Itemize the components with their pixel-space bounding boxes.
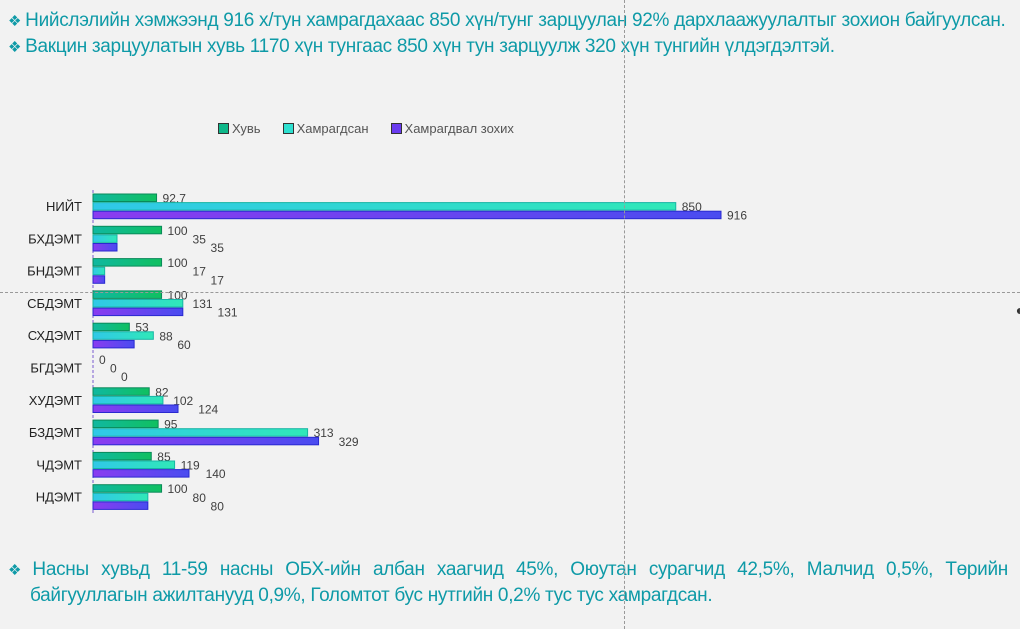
data-label: 92.7 (163, 192, 187, 206)
data-label: 0 (99, 353, 106, 367)
legend-label: Хувь (232, 121, 261, 136)
bar-covered (92, 460, 176, 469)
data-label: 100 (168, 224, 188, 238)
category-label: ХУДЭМТ (29, 393, 82, 408)
data-label: 82 (155, 385, 169, 399)
bar-percent (92, 484, 163, 493)
bar-target (92, 210, 722, 220)
diamond-bullet-icon: ❖ (8, 39, 22, 56)
bar-percent (92, 387, 150, 396)
data-label: 131 (218, 306, 238, 320)
bar-target (92, 501, 149, 510)
data-label: 35 (211, 241, 225, 255)
legend-item: Хамрагдсан (282, 121, 369, 136)
bar-covered (92, 202, 677, 211)
legend-label: Хамрагдсан (296, 121, 369, 136)
legend-swatch (282, 123, 294, 134)
data-label: 850 (682, 200, 702, 214)
bar-percent (92, 193, 158, 202)
data-label: 131 (193, 297, 213, 311)
guide-line-vertical (624, 0, 625, 629)
category-label: БГДЭМТ (30, 361, 82, 376)
bar-percent (92, 322, 130, 332)
bottom-bullets: ❖ Насны хувьд 11-59 насны ОБХ-ийн албан х… (8, 557, 1008, 608)
data-label: 140 (206, 467, 226, 481)
bar-percent (92, 225, 163, 235)
legend-swatch (390, 123, 402, 134)
bullet-text: Вакцин зарцуулатын хувь 1170 хүн тунгаас… (25, 36, 835, 57)
data-label: 0 (121, 370, 128, 384)
diamond-bullet-icon: ❖ (8, 13, 22, 30)
data-label: 80 (193, 491, 207, 505)
data-label: 17 (211, 273, 225, 287)
data-label: 313 (314, 426, 334, 440)
bullet-item: ❖ Вакцин зарцуулатын хувь 1170 хүн тунгаа… (8, 34, 1008, 60)
data-label: 119 (181, 459, 200, 473)
bullet-item: ❖ Насны хувьд 11-59 насны ОБХ-ийн албан х… (8, 557, 1008, 608)
bar-percent (92, 451, 152, 461)
bar-percent (92, 258, 163, 267)
category-label: БХДЭМТ (28, 231, 82, 246)
legend-label: Хамрагдвал зохих (404, 121, 514, 136)
bullet-text: Нийслэлийн хэмжээнд 916 х/тун хамрагдаха… (25, 10, 1006, 31)
bar-percent (92, 290, 163, 299)
data-label: 916 (727, 209, 747, 223)
bar-target (92, 436, 320, 446)
bar-target (92, 404, 179, 413)
category-label: НДЭМТ (36, 490, 82, 505)
category-label: БЗДЭМТ (29, 425, 82, 440)
data-label: 0 (110, 362, 117, 376)
data-label: 329 (339, 435, 359, 449)
guide-line-horizontal (0, 292, 1020, 293)
data-label: 102 (173, 394, 193, 408)
data-label: 100 (168, 288, 188, 302)
data-label: 88 (159, 329, 173, 343)
bar-covered (92, 299, 184, 308)
bar-covered (92, 234, 118, 243)
bar-target (92, 275, 106, 284)
legend-item: Хувь (218, 121, 261, 136)
bar-covered (92, 492, 149, 502)
bar-percent (92, 419, 159, 429)
data-label: 100 (168, 256, 188, 270)
category-label: ЧДЭМТ (36, 457, 82, 472)
bullet-text: Насны хувьд 11-59 насны ОБХ-ийн албан ха… (30, 559, 1008, 606)
bar-target (92, 307, 184, 317)
bar-covered (92, 331, 154, 340)
category-label: СХДЭМТ (28, 328, 82, 343)
bar-covered (92, 266, 106, 276)
data-label: 85 (157, 450, 171, 464)
edge-handle-icon: ◖ (1014, 302, 1020, 318)
data-label: 60 (177, 338, 191, 352)
bar-chart: НИЙТ92.7850916БХДЭМТ1003535БНДЭМТ1001717… (27, 190, 747, 515)
data-label: 124 (198, 403, 218, 417)
bullet-item: ❖ Нийслэлийн хэмжээнд 916 х/тун хамрагдах… (8, 8, 1008, 34)
category-label: БНДЭМТ (27, 264, 82, 279)
bar-target (92, 469, 190, 478)
data-label: 80 (211, 499, 225, 513)
category-label: СБДЭМТ (27, 296, 82, 311)
data-label: 100 (168, 482, 188, 496)
diamond-bullet-icon: ❖ (8, 562, 29, 579)
chart-legend: Хувь Хамрагдсан Хамрагдвал зохих (218, 121, 514, 136)
data-label: 17 (193, 265, 207, 279)
top-bullets: ❖ Нийслэлийн хэмжээнд 916 х/тун хамрагдах… (8, 8, 1008, 60)
category-label: НИЙТ (46, 199, 82, 214)
data-label: 95 (164, 418, 178, 432)
bar-target (92, 243, 118, 252)
legend-item: Хамрагдвал зохих (390, 121, 514, 136)
bar-target (92, 339, 135, 349)
bar-covered (92, 428, 309, 437)
legend-swatch (218, 123, 229, 134)
data-label: 35 (193, 232, 207, 246)
data-label: 53 (135, 321, 149, 335)
bar-covered (92, 395, 164, 405)
